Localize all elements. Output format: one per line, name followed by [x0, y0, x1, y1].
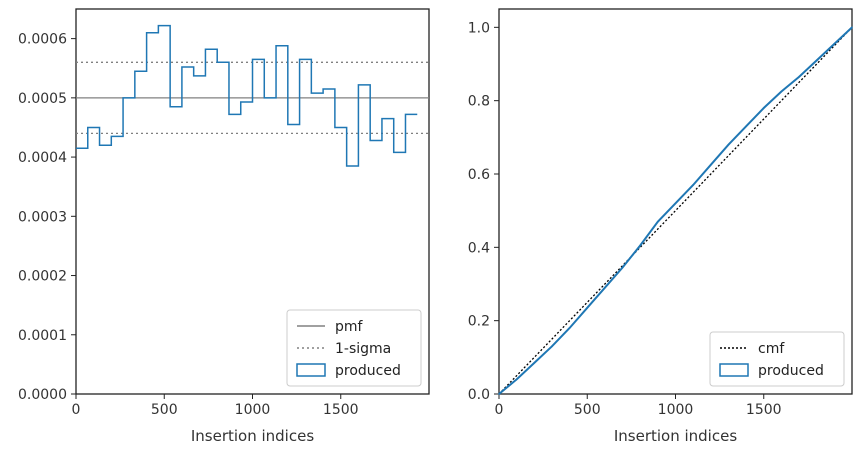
produced-legend-label: produced — [758, 363, 824, 379]
legend-box — [286, 309, 422, 387]
x-axis-label: Insertion indices — [614, 427, 737, 445]
produced-point — [657, 220, 659, 223]
produced-point — [727, 143, 730, 146]
pmf-legend-label: pmf — [335, 319, 364, 335]
x-tick-label: 0 — [72, 402, 81, 418]
x-tick-label: 500 — [151, 402, 178, 418]
left-panel-pmf: 0 500 1000 1500 0.0000 0.0001 0.0002 0.0003 0.00… — [18, 8, 430, 445]
legend-box — [709, 331, 845, 387]
produced-point — [851, 26, 853, 29]
y-tick-label: 0.0004 — [18, 150, 67, 166]
produced-point — [604, 286, 606, 289]
x-tick-label: 1000 — [235, 402, 271, 418]
produced-point — [710, 164, 712, 166]
produced-point — [621, 266, 624, 269]
produced-legend-label: produced — [335, 363, 401, 379]
right-panel-cmf: 0 500 1000 1500 0.0 0.2 0.4 0.6 0.8 1.0 Insertion … — [468, 8, 853, 445]
y-tick-label: 1.0 — [468, 20, 490, 36]
y-tick-label: 0.0005 — [18, 91, 67, 107]
produced-point — [551, 345, 553, 348]
cmf-legend-label: cmf — [758, 341, 785, 357]
y-tick-label: 0.0001 — [18, 328, 67, 344]
produced-point — [692, 184, 694, 186]
produced-point — [533, 362, 536, 364]
produced-point — [833, 43, 836, 45]
produced-point — [674, 202, 677, 205]
y-tick-label: 0.0003 — [18, 209, 67, 225]
produced-legend-swatch — [296, 363, 326, 377]
produced-point — [762, 107, 765, 109]
y-tick-label: 0.0006 — [18, 32, 67, 48]
produced-point — [498, 393, 500, 395]
y-tick-label: 0.0000 — [18, 387, 67, 403]
produced-point — [745, 125, 747, 128]
y-tick-label: 0.6 — [468, 167, 490, 183]
produced-point — [780, 90, 783, 93]
y-tick-label: 0.4 — [468, 240, 490, 256]
produced-point — [515, 378, 518, 381]
x-tick-label: 1000 — [658, 402, 694, 418]
produced-point — [639, 244, 641, 247]
y-tick-label: 0.0002 — [18, 269, 67, 285]
x-tick-label: 0 — [495, 402, 504, 418]
x-tick-label: 1500 — [746, 402, 782, 418]
x-axis-label: Insertion indices — [191, 427, 314, 445]
y-tick-label: 0.2 — [468, 314, 490, 330]
produced-histogram-step — [76, 24, 418, 167]
sigma-legend-label: 1-sigma — [335, 341, 391, 357]
cmf-line — [498, 26, 853, 395]
produced-point — [568, 327, 571, 329]
produced-point — [815, 59, 818, 62]
produced-legend-swatch — [719, 363, 749, 377]
y-tick-label: 0.0 — [468, 387, 490, 403]
produced-point — [798, 76, 800, 78]
x-tick-label: 1500 — [323, 402, 359, 418]
produced-point — [586, 307, 589, 309]
y-tick-label: 0.8 — [468, 94, 490, 110]
x-tick-label: 500 — [574, 402, 601, 418]
